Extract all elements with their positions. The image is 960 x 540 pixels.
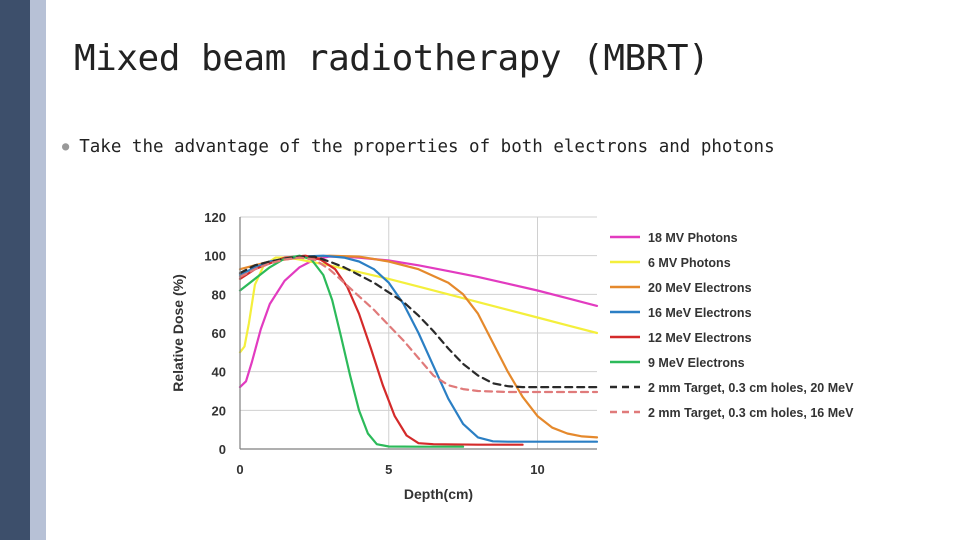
chart-axis-labels: Depth(cm) Relative Dose (%) [170,274,473,502]
depth-dose-chart: 0 20 40 60 80 100 120 0 5 10 Depth(cm) Relative Do… [170,210,854,502]
y-tick-label: 80 [212,287,226,302]
bullet-dot-icon: ● [62,139,70,153]
y-tick-label: 100 [204,249,226,264]
legend-label: 6 MV Photons [648,256,731,270]
legend-label: 9 MeV Electrons [648,356,745,370]
series-line [238,255,599,389]
series-line [238,254,599,443]
x-axis-label: Depth(cm) [404,486,473,502]
x-tick-label: 0 [236,462,243,477]
chart-axes [239,217,597,450]
series-line [238,255,599,389]
legend-label: 16 MeV Electrons [648,306,752,320]
legend-label: 18 MV Photons [648,231,738,245]
slide-title: Mixed beam radiotherapy (MBRT) [74,38,710,79]
chart-legend: 18 MV Photons 6 MV Photons 20 MeV Electron… [610,231,854,420]
y-axis-label: Relative Dose (%) [170,274,186,391]
legend-label: 12 MeV Electrons [648,331,752,345]
x-tick-label: 10 [530,462,544,477]
series-line [238,256,599,354]
legend-label: 20 MeV Electrons [648,281,752,295]
y-tick-label: 40 [212,365,226,380]
legend-label: 2 mm Target, 0.3 cm holes, 16 MeV [648,406,854,420]
series-line [238,254,465,448]
series-line [238,256,599,394]
legend-label: 2 mm Target, 0.3 cm holes, 20 MeV [648,381,854,395]
decorative-left-bar-dark [0,0,30,540]
y-tick-label: 120 [204,210,226,225]
y-tick-label: 20 [212,403,226,418]
decorative-left-bar-light [30,0,46,540]
y-tick-label: 0 [219,442,226,457]
chart-series-lines [238,254,599,448]
bullet-item: ● Take the advantage of the properties of… [62,137,775,157]
bullet-text: Take the advantage of the properties of … [79,137,775,157]
chart-tick-labels: 0 20 40 60 80 100 120 0 5 10 [204,210,544,477]
x-tick-label: 5 [385,462,392,477]
y-tick-label: 60 [212,326,226,341]
